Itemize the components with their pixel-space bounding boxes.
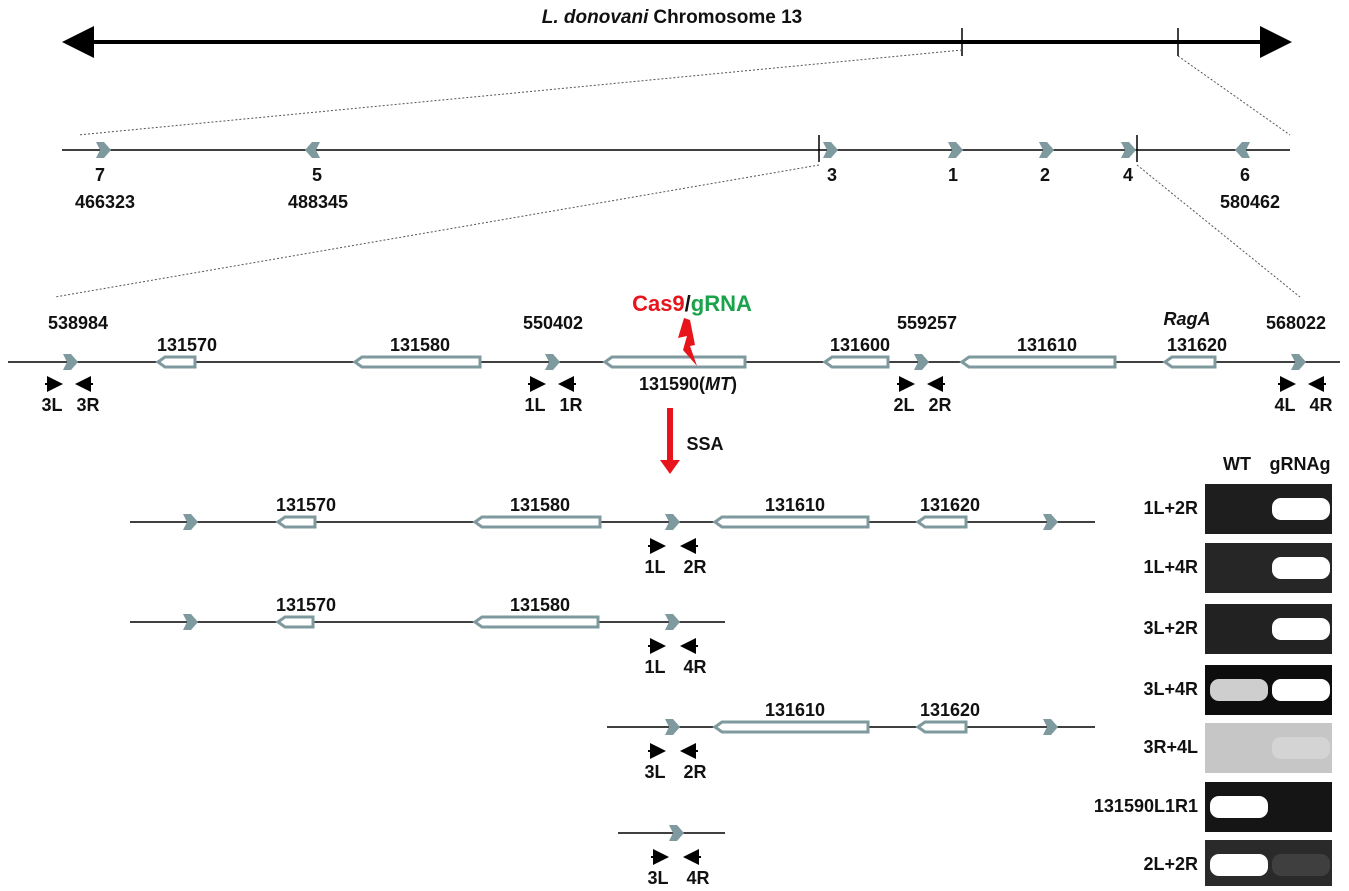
gel-band — [1210, 796, 1268, 818]
diagram: L. donovaniChromosome 13 Cas9/gRNA 13159… — [0, 0, 1349, 886]
gene-label: 131610 — [765, 495, 825, 515]
locus-label: 3 — [827, 165, 837, 185]
gene-name: RagA — [1163, 309, 1210, 329]
gel-band — [1210, 854, 1268, 876]
gene-label: 131570 — [157, 335, 217, 355]
coordinate: 550402 — [523, 313, 583, 333]
gene-label: 131600 — [830, 335, 890, 355]
coordinate: 559257 — [897, 313, 957, 333]
gel-band — [1272, 737, 1330, 759]
gene-box — [1165, 357, 1215, 367]
gene-box — [278, 517, 315, 527]
primer-label: 1L — [644, 557, 665, 577]
gel-row-label: 2L+2R — [1143, 854, 1198, 874]
gene-box — [475, 617, 598, 627]
gene-label: 131580 — [510, 595, 570, 615]
zoom-line — [1178, 56, 1290, 135]
coordinate: 488345 — [288, 192, 348, 212]
gene-label: 131620 — [920, 700, 980, 720]
primer-label: 1L — [524, 395, 545, 415]
gel-column: gRNAg — [1270, 454, 1331, 474]
gene-box — [278, 617, 313, 627]
locus-label: 6 — [1240, 165, 1250, 185]
primer-label: 2L — [893, 395, 914, 415]
primer-label: 2R — [683, 557, 706, 577]
gene-label: 131620 — [920, 495, 980, 515]
coordinate: 538984 — [48, 313, 108, 333]
gel-band — [1272, 618, 1330, 640]
gel-row-label: 1L+4R — [1143, 557, 1198, 577]
locus-label: 1 — [948, 165, 958, 185]
primer-label: 3R — [76, 395, 99, 415]
zoom-line — [1137, 165, 1300, 297]
target-gene: 131590(MT) — [639, 374, 737, 394]
gel-band — [1272, 498, 1330, 520]
gel-column: WT — [1223, 454, 1251, 474]
gene-label: 131580 — [510, 495, 570, 515]
primer-label: 4L — [1274, 395, 1295, 415]
primer-label: 2R — [928, 395, 951, 415]
coordinate: 580462 — [1220, 192, 1280, 212]
gene-label: 131570 — [276, 595, 336, 615]
primer-label: 4R — [686, 868, 709, 886]
target-close: ) — [731, 374, 737, 394]
gene-label: 131610 — [765, 700, 825, 720]
gel-band — [1272, 679, 1330, 701]
gel-row-label: 3L+2R — [1143, 618, 1198, 638]
gel-band — [1272, 557, 1330, 579]
gene-box — [715, 722, 868, 732]
primer-label: 4R — [1309, 395, 1332, 415]
process-arrowhead — [660, 460, 680, 474]
nuclease: Cas9/gRNA — [632, 291, 752, 316]
gel-row-label: 131590L1R1 — [1094, 796, 1198, 816]
coordinate: 568022 — [1266, 313, 1326, 333]
gene-box — [918, 517, 966, 527]
coordinate: 466323 — [75, 192, 135, 212]
gene-box — [715, 517, 868, 527]
locus-label: 2 — [1040, 165, 1050, 185]
locus-label: 5 — [312, 165, 322, 185]
gel-row-label: 3R+4L — [1143, 737, 1198, 757]
chromosome: Chromosome 13 — [653, 7, 802, 28]
species: L. donovani — [542, 7, 649, 28]
gene-box — [605, 357, 745, 367]
zoom-line — [55, 165, 819, 297]
gene-label: 131580 — [390, 335, 450, 355]
gel-row-label: 1L+2R — [1143, 498, 1198, 518]
primer-label: 4R — [683, 657, 706, 677]
gene-box — [962, 357, 1115, 367]
process-label: SSA — [686, 434, 723, 454]
gene-box — [918, 722, 966, 732]
cas9: Cas9 — [632, 291, 685, 316]
gene-box — [475, 517, 600, 527]
primer-label: 2R — [683, 762, 706, 782]
primer-label: 3L — [647, 868, 668, 886]
grna: gRNA — [691, 291, 752, 316]
target-id: 131590( — [639, 374, 705, 394]
locus-label: 7 — [95, 165, 105, 185]
gene-box — [825, 357, 888, 367]
gel-row-label: 3L+4R — [1143, 679, 1198, 699]
primer-label: 3L — [644, 762, 665, 782]
gel-band — [1210, 679, 1268, 701]
primer-label: 3L — [41, 395, 62, 415]
gene-box — [158, 357, 195, 367]
gene-label: 131620 — [1167, 335, 1227, 355]
primer-label: 1R — [559, 395, 582, 415]
zoom-line — [78, 50, 962, 135]
locus-label: 4 — [1123, 165, 1133, 185]
gene-label: 131610 — [1017, 335, 1077, 355]
gel-band — [1272, 854, 1330, 876]
primer-label: 1L — [644, 657, 665, 677]
target-tag: MT — [705, 374, 733, 394]
gene-label: 131570 — [276, 495, 336, 515]
gene-box — [355, 357, 480, 367]
